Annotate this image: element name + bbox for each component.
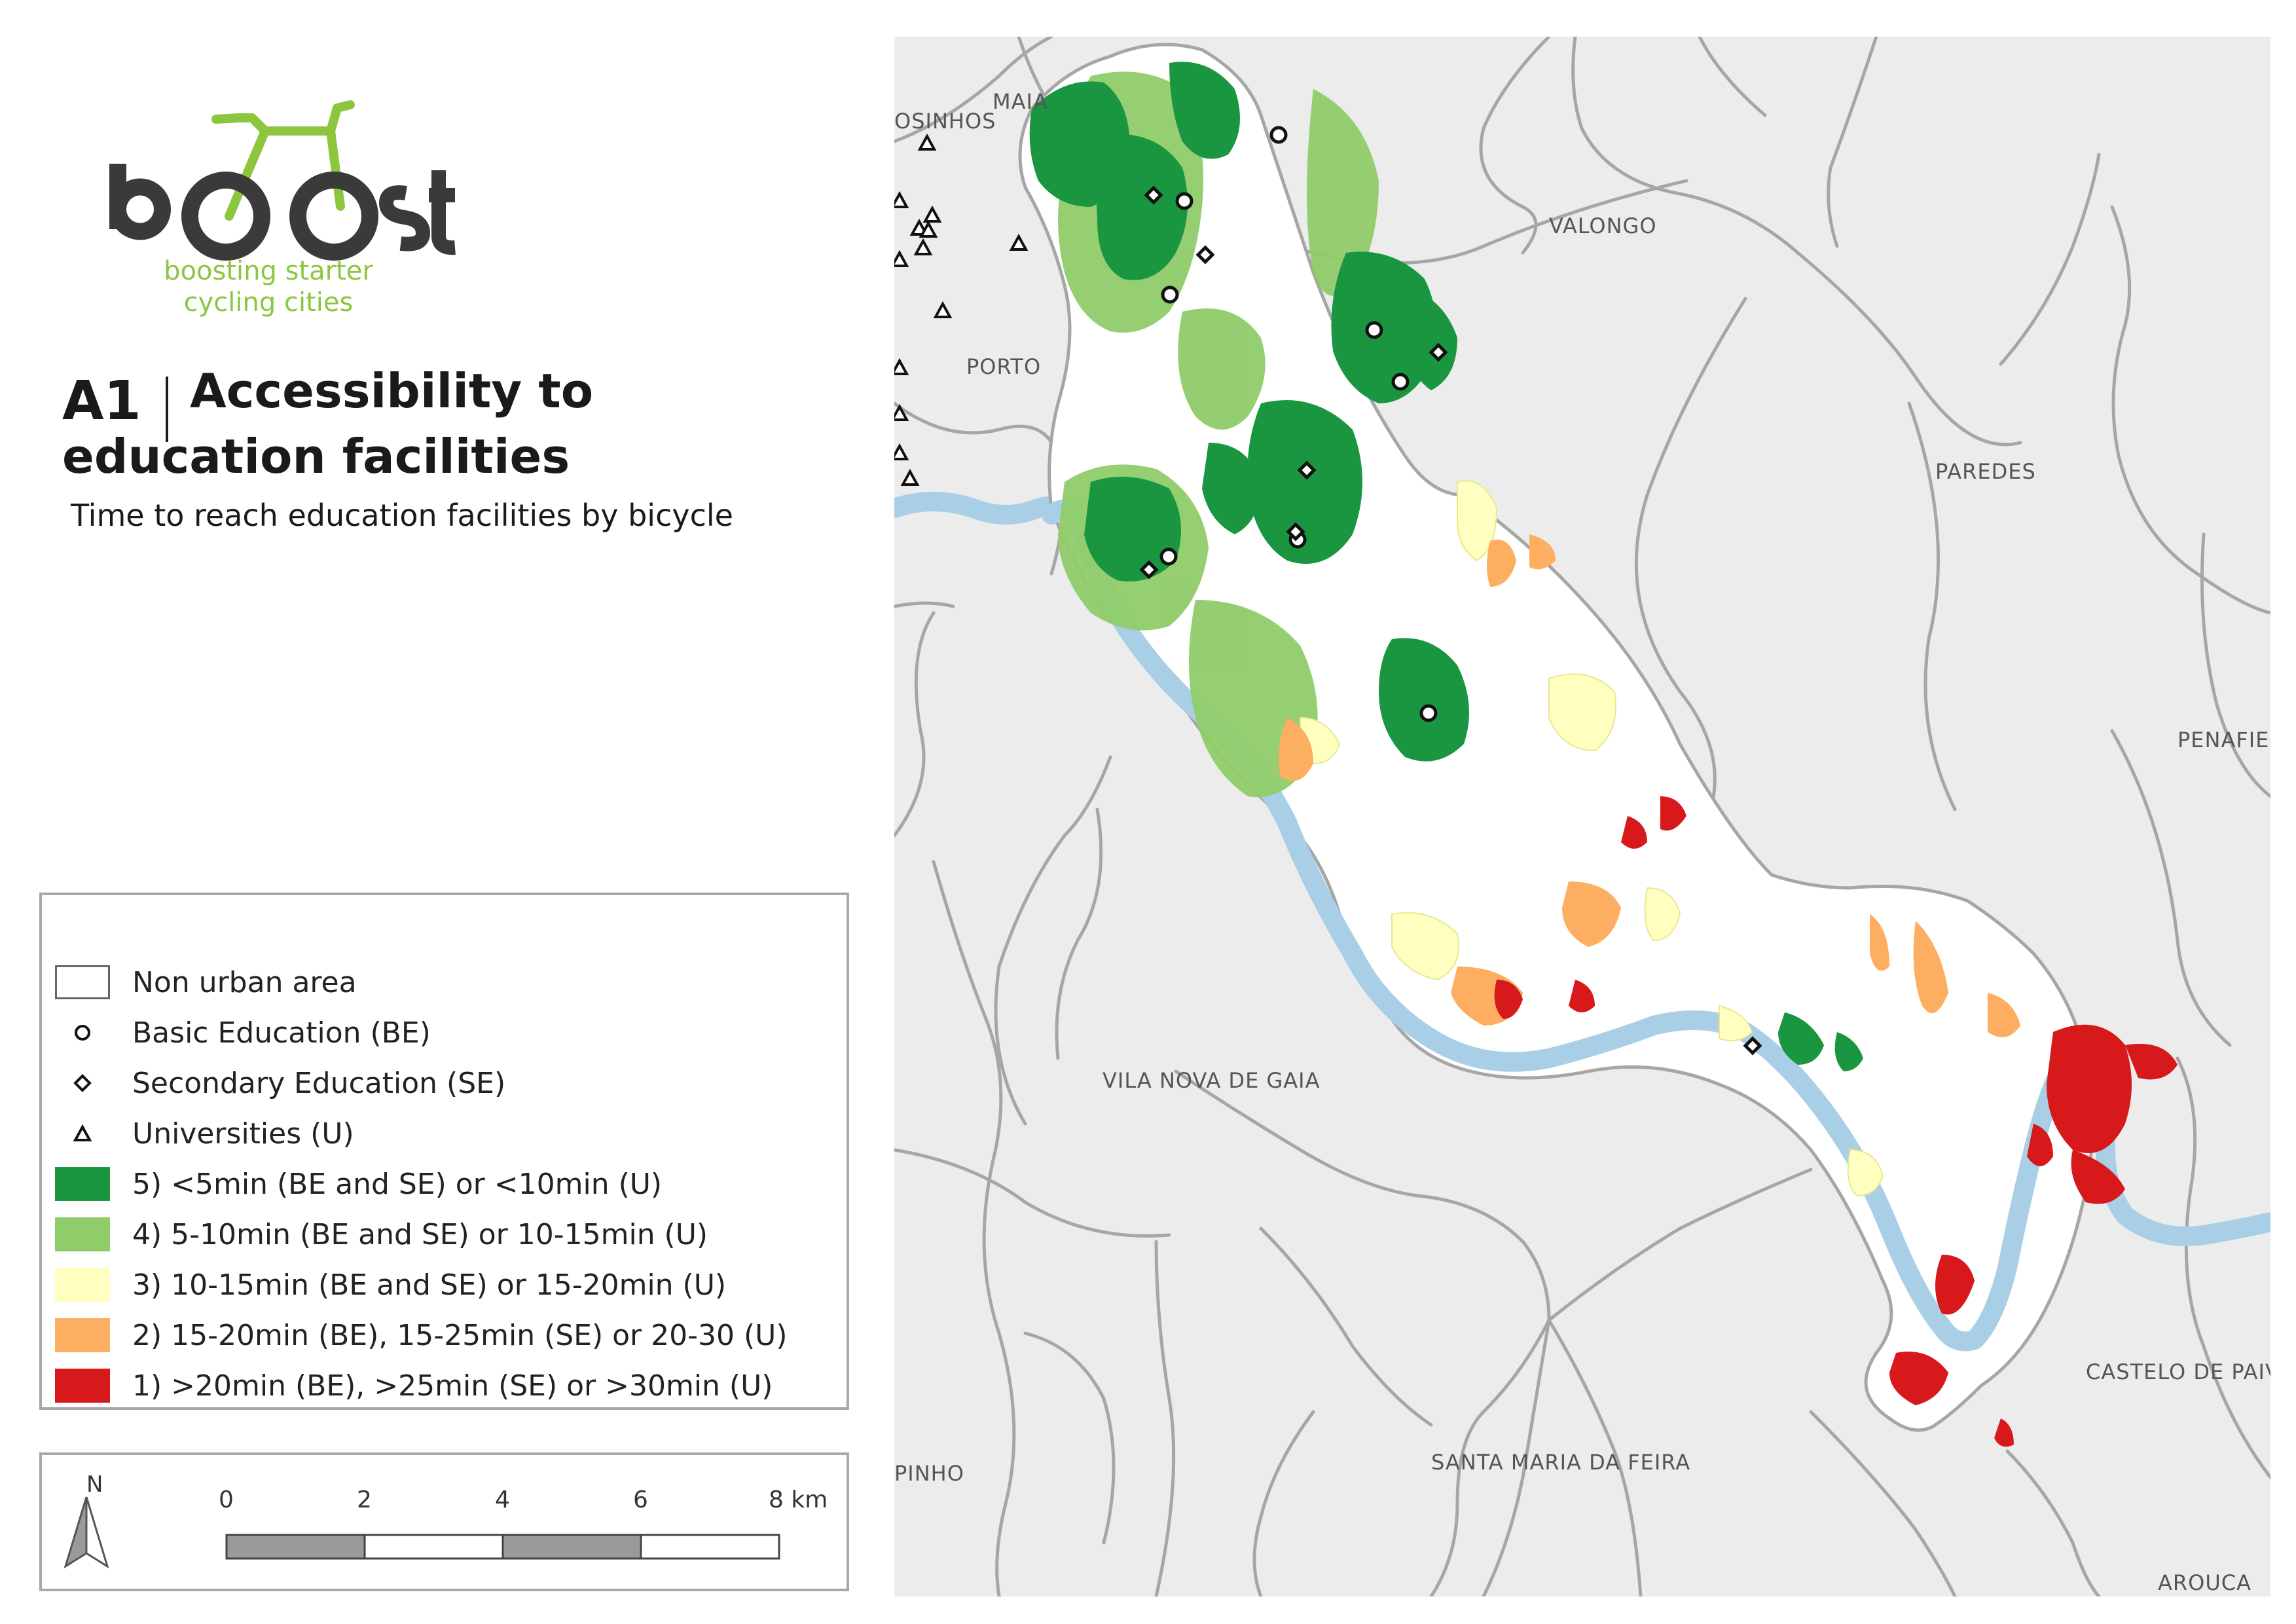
legend-item-secondary-education: Secondary Education (SE) [55,1063,505,1103]
class-1-zones [1494,796,2178,1447]
triangle-icon [55,1116,110,1151]
tagline-line-2: cycling cities [183,287,354,318]
class-5-zones [1029,62,1863,1071]
map-title-line-2: education facilities [62,429,570,484]
scale-tick: 8 km [769,1486,828,1513]
empty-box-icon [55,965,110,999]
scale-tick: 6 [633,1486,648,1513]
scale-tick: 0 [219,1486,234,1513]
diamond-icon [55,1066,110,1100]
map-canvas [894,37,2270,1596]
class-4-swatch [55,1217,110,1251]
place-label-valongo: VALONGO [1549,213,1657,238]
legend-item-class-2: 2) 15-20min (BE), 15-25min (SE) or 20-30… [55,1316,787,1355]
legend: Non urban area Basic Education (BE) Seco… [39,893,849,1410]
legend-item-class-5: 5) <5min (BE and SE) or <10min (U) [55,1164,662,1204]
basic-education-points [1159,126,1438,722]
place-label-vila-nova-de-gaia: VILA NOVA DE GAIA [1102,1068,1321,1093]
legend-label: 2) 15-20min (BE), 15-25min (SE) or 20-30… [132,1318,788,1352]
place-label-santa-maria-da-feira: SANTA MARIA DA FEIRA [1431,1450,1691,1475]
legend-item-class-4: 4) 5-10min (BE and SE) or 10-15min (U) [55,1215,708,1254]
bicycle-icon [211,100,355,221]
class-1-swatch [55,1369,110,1403]
class-2-swatch [55,1318,110,1352]
legend-label: 4) 5-10min (BE and SE) or 10-15min (U) [132,1217,708,1251]
place-label-castelo-de-paiva: CASTELO DE PAIV [2086,1359,2270,1384]
place-label-maia: MAIA [993,89,1048,114]
map-code: A1 [62,370,141,432]
place-label-matosinhos: OSINHOS [894,109,996,134]
north-label: N [86,1471,103,1498]
place-label-porto: PORTO [966,354,1042,379]
logo-tagline: boosting starter cycling cities [98,255,439,318]
circle-icon [55,1016,110,1050]
boost-wordmark-icon [109,164,456,261]
legend-label: Secondary Education (SE) [132,1066,506,1100]
scale-tick: 2 [357,1486,372,1513]
map-title-line-1: Accessibility to [190,363,594,418]
secondary-education-points [1139,185,1762,1056]
place-label-pinho: PINHO [894,1461,964,1486]
place-label-penafiel: PENAFIEL [2178,728,2270,752]
legend-item-basic-education: Basic Education (BE) [55,1013,431,1052]
legend-item-non-urban: Non urban area [55,963,357,1002]
legend-label: 5) <5min (BE and SE) or <10min (U) [132,1167,663,1201]
north-arrow-icon: N [64,1471,780,1569]
legend-label: Basic Education (BE) [132,1016,431,1050]
title-separator [166,377,168,442]
legend-item-universities: Universities (U) [55,1114,354,1153]
place-label-arouca: AROUCA [2158,1570,2251,1595]
boost-logo [109,100,456,261]
university-points [894,133,1029,486]
legend-label: 1) >20min (BE), >25min (SE) or >30min (U… [132,1369,773,1403]
legend-item-class-3: 3) 10-15min (BE and SE) or 15-20min (U) [55,1265,726,1304]
class-3-swatch [55,1268,110,1302]
class-5-swatch [55,1167,110,1201]
map-subtitle: Time to reach education facilities by bi… [71,498,733,533]
tagline-line-1: boosting starter [164,256,373,286]
scale-and-north: N 0 2 4 6 8 km [39,1452,849,1591]
place-label-paredes: PAREDES [1935,459,2036,484]
scale-bar [225,1534,780,1560]
legend-label: Non urban area [132,965,357,999]
legend-label: Universities (U) [132,1116,354,1151]
scale-tick: 4 [495,1486,510,1513]
legend-label: 3) 10-15min (BE and SE) or 15-20min (U) [132,1268,727,1302]
map-panel[interactable]: MAIA OSINHOS VALONGO PORTO PAREDES PENAF… [894,37,2270,1596]
legend-item-class-1: 1) >20min (BE), >25min (SE) or >30min (U… [55,1366,773,1405]
